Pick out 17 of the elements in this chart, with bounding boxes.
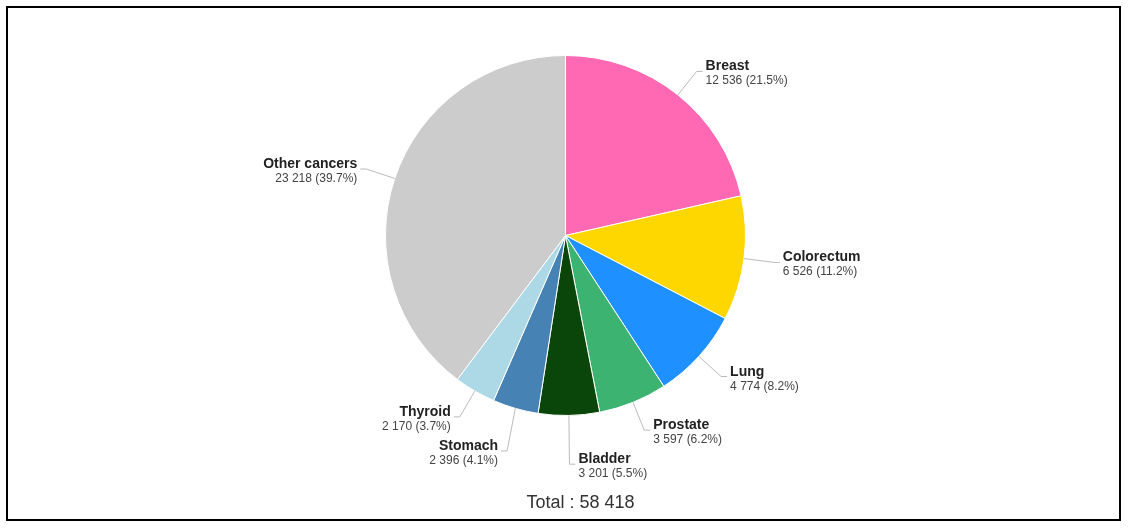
- data-label: 2 170 (3.7%): [382, 418, 451, 433]
- data-label: 2 396 (4.1%): [429, 452, 499, 467]
- data-label: 3 201 (5.5%): [578, 466, 648, 481]
- slice-label: Prostate: [653, 416, 710, 433]
- text: Total : 58 418: [526, 492, 635, 512]
- slice-label: Stomach: [438, 436, 499, 453]
- data-label: 6 526 (11.2%): [782, 264, 858, 279]
- data-label: 23 218 (39.7%): [275, 171, 358, 186]
- slice-label: Breast: [705, 57, 750, 74]
- slice-label: Other cancers: [263, 155, 358, 172]
- data-label: 12 536 (21.5%): [705, 73, 788, 88]
- data-label: 4 774 (8.2%): [730, 378, 799, 393]
- slice-label: Bladder: [578, 450, 632, 467]
- data-label: 3 597 (6.2%): [653, 432, 722, 447]
- slice-label: Thyroid: [399, 402, 451, 419]
- slice-label: Lung: [730, 362, 765, 379]
- slice-label: Colorectum: [782, 248, 861, 265]
